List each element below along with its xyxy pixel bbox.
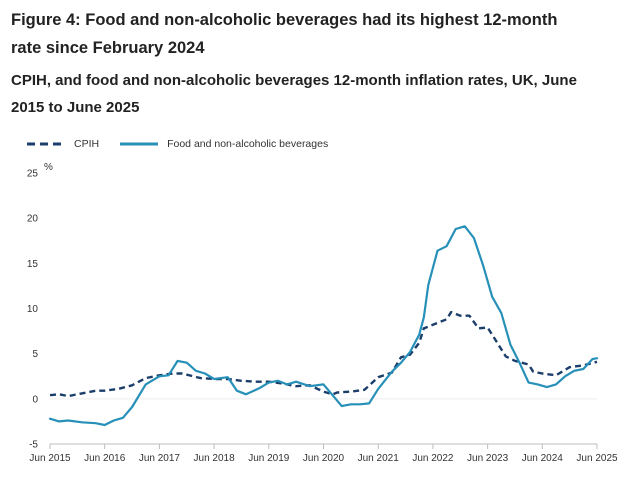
y-tick-label: -5 <box>29 440 38 451</box>
y-tick-label: 10 <box>27 304 39 315</box>
legend-label-food: Food and non-alcoholic beverages <box>167 138 329 150</box>
x-tick-label: Jun 2018 <box>194 453 236 464</box>
legend-item-food[interactable]: Food and non-alcoholic beverages <box>119 138 328 150</box>
x-tick-label: Jun 2022 <box>412 453 454 464</box>
series-line-cpih <box>49 310 598 398</box>
chart-subtitle: CPIH, and food and non-alcoholic beverag… <box>11 72 577 116</box>
legend-swatch-solid <box>120 142 159 146</box>
x-tick-label: Jun 2024 <box>522 453 564 464</box>
legend-swatch-dashed <box>27 142 65 146</box>
x-tick-label: Jun 2025 <box>576 453 618 464</box>
x-tick-label: Jun 2017 <box>139 453 181 464</box>
legend-item-cpih[interactable]: CPIH <box>26 138 99 150</box>
series-line-food <box>48 225 599 427</box>
y-tick-label: 15 <box>27 259 39 270</box>
x-tick-label: Jun 2019 <box>248 453 290 464</box>
y-tick-label: 25 <box>27 169 39 180</box>
y-tick-label: 5 <box>32 349 38 360</box>
chart-legend: CPIH Food and non-alcoholic beverages <box>26 136 348 152</box>
y-axis-unit-label: % <box>44 162 53 173</box>
x-tick-label: Jun 2016 <box>84 453 126 464</box>
chart-title: Figure 4: Food and non-alcoholic beverag… <box>11 11 558 57</box>
x-tick-label: Jun 2023 <box>467 453 509 464</box>
y-tick-label: 20 <box>27 214 39 225</box>
x-tick-label: Jun 2020 <box>303 453 345 464</box>
legend-label-cpih: CPIH <box>74 138 100 150</box>
x-tick-label: Jun 2015 <box>29 453 71 464</box>
x-tick-label: Jun 2021 <box>358 453 400 464</box>
y-tick-label: 0 <box>32 394 38 405</box>
